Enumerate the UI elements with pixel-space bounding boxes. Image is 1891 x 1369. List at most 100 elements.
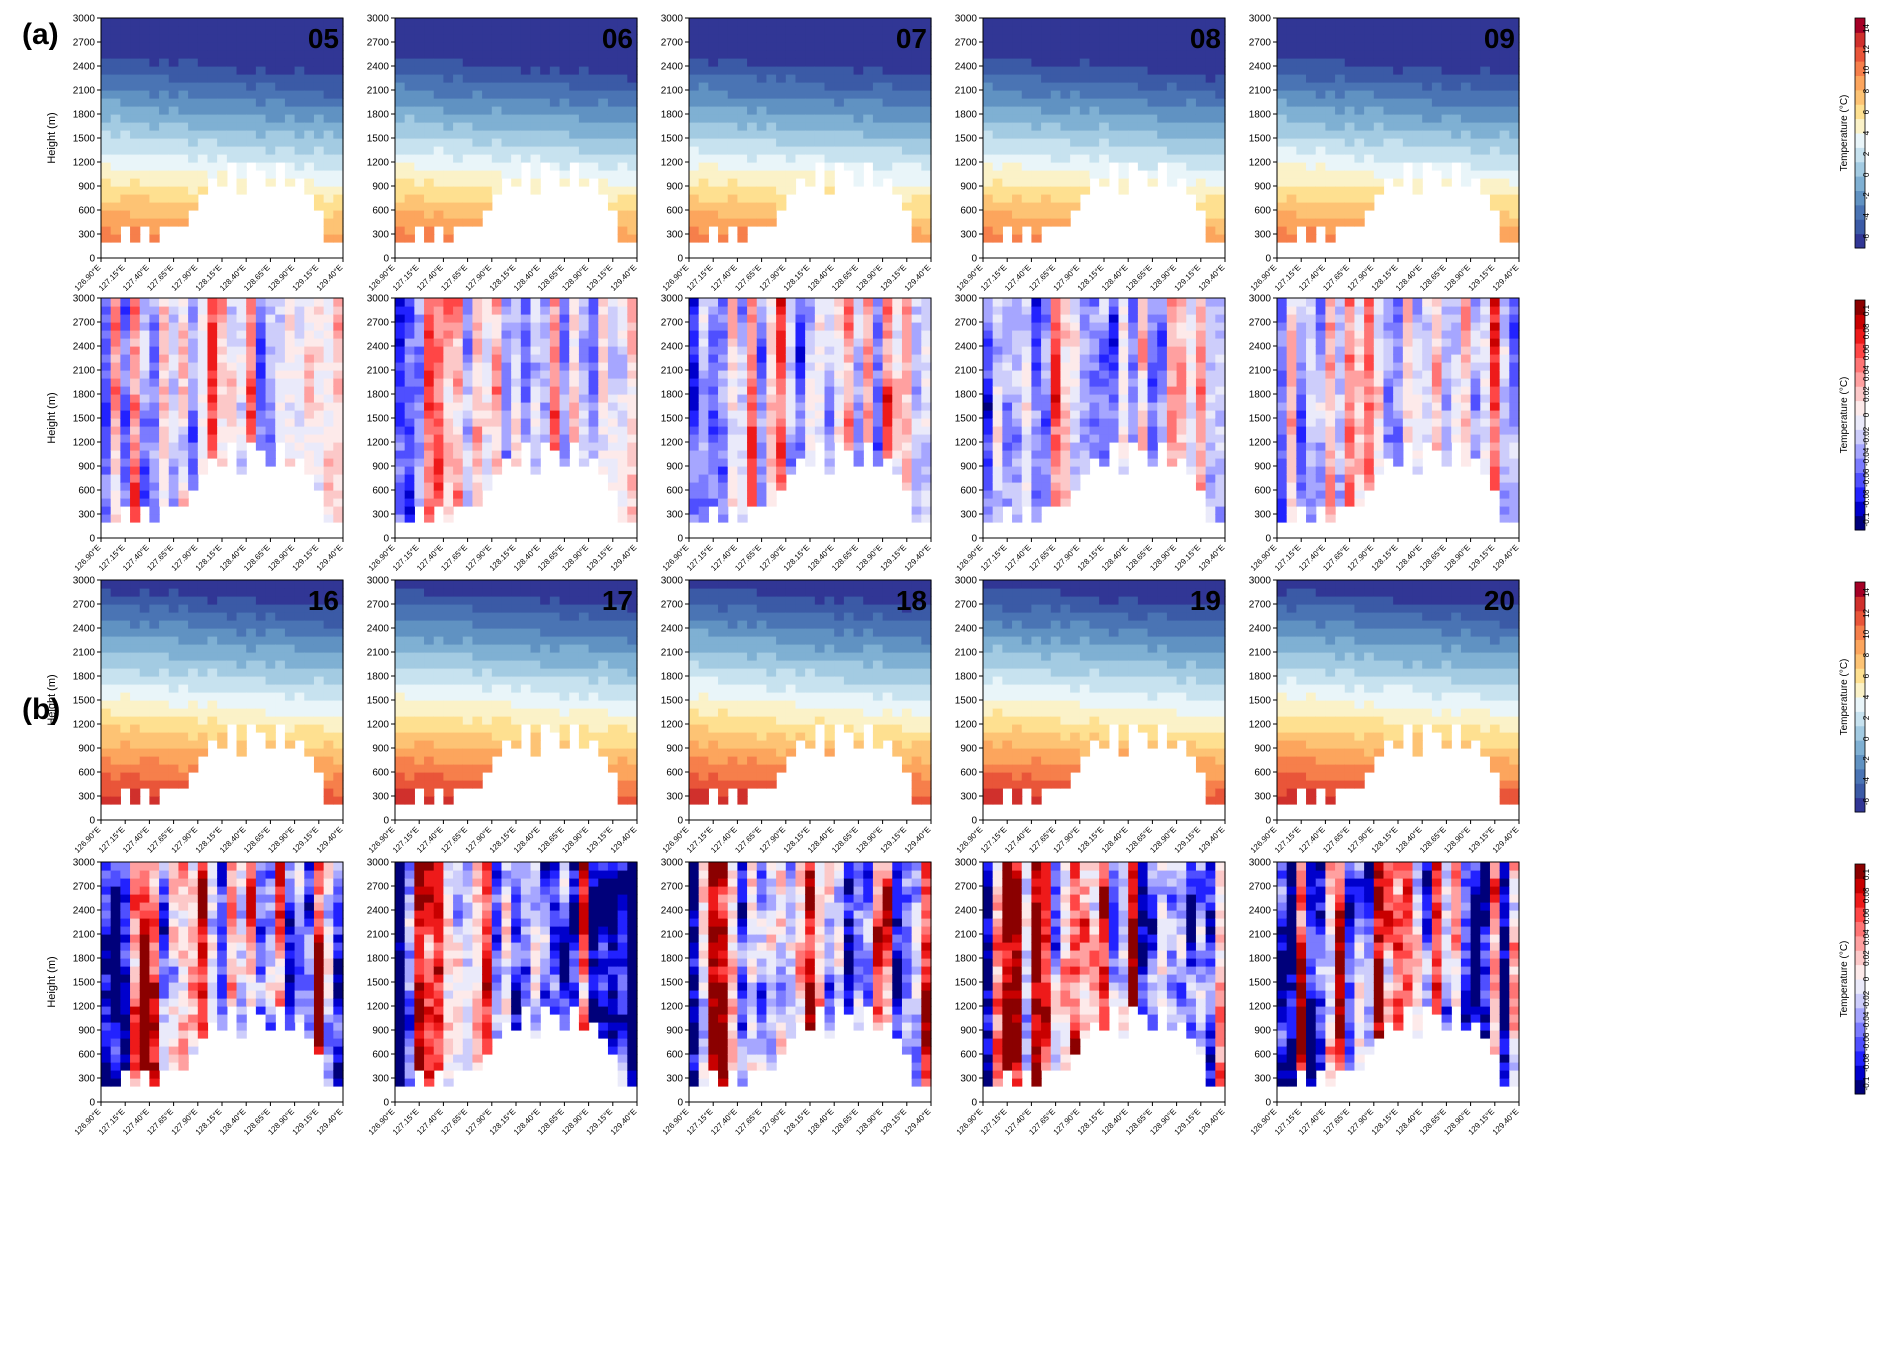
heatmap-cell xyxy=(110,226,121,235)
heatmap-cell xyxy=(178,130,189,139)
heatmap-cell xyxy=(226,418,238,427)
heatmap-cell xyxy=(727,378,738,387)
heatmap-cell xyxy=(443,378,454,387)
heatmap-cell xyxy=(304,386,315,395)
heatmap-cell xyxy=(120,298,131,307)
heatmap-cell xyxy=(139,314,150,323)
heatmap-cell xyxy=(207,322,218,331)
heatmap-cell xyxy=(814,418,826,427)
heatmap-cell xyxy=(853,162,864,171)
heatmap-cell xyxy=(1431,82,1443,91)
y-tick-label: 300 xyxy=(960,230,977,241)
heatmap-cell xyxy=(569,138,580,147)
heatmap-cell xyxy=(747,418,758,427)
heatmap-cell xyxy=(1002,162,1013,171)
heatmap-cell xyxy=(120,386,131,395)
heatmap-cell xyxy=(617,186,628,195)
heatmap-cell xyxy=(1002,42,1013,51)
heatmap-cell xyxy=(1286,82,1297,91)
heatmap-cell xyxy=(159,426,170,435)
heatmap-cell xyxy=(901,98,913,107)
heatmap-cell xyxy=(892,362,903,371)
heatmap-cell xyxy=(1509,122,1520,131)
heatmap-cell xyxy=(284,162,296,171)
heatmap-cell xyxy=(708,210,719,219)
heatmap-cell xyxy=(843,90,855,99)
heatmap-cell xyxy=(433,162,444,171)
heatmap-cell xyxy=(101,58,112,67)
heatmap-cell xyxy=(226,330,238,339)
heatmap-cell xyxy=(284,26,296,35)
heatmap-cell xyxy=(983,138,994,147)
heatmap-cell xyxy=(226,138,238,147)
heatmap-cell xyxy=(569,426,580,435)
heatmap-cell xyxy=(689,306,700,315)
heatmap-cell xyxy=(785,34,797,43)
heatmap-cell xyxy=(617,98,628,107)
heatmap-cell xyxy=(168,354,180,363)
heatmap-cell xyxy=(424,114,435,123)
heatmap-cell xyxy=(1128,50,1139,59)
heatmap-cell xyxy=(627,74,638,83)
heatmap-cell xyxy=(304,58,315,67)
heatmap-cell xyxy=(236,138,247,147)
heatmap-cell xyxy=(1431,146,1443,155)
chart-panel: 0300600900120015001800210024002700300012… xyxy=(46,294,344,573)
heatmap-cell xyxy=(511,130,522,139)
heatmap-cell xyxy=(275,130,286,139)
heatmap-cell xyxy=(1373,146,1385,155)
heatmap-cell xyxy=(453,442,464,451)
heatmap-cell xyxy=(901,426,913,435)
heatmap-cell xyxy=(246,58,257,67)
heatmap-cell xyxy=(718,90,729,99)
heatmap-cell xyxy=(1470,130,1481,139)
heatmap-cell xyxy=(776,394,787,403)
heatmap-cell xyxy=(275,338,286,347)
heatmap-cell xyxy=(1315,82,1326,91)
heatmap-cell xyxy=(1147,106,1158,115)
heatmap-cell xyxy=(482,346,493,355)
heatmap-cell xyxy=(178,362,189,371)
heatmap-cell xyxy=(1060,82,1071,91)
y-tick-label: 1500 xyxy=(661,134,684,145)
heatmap-cell xyxy=(1147,58,1158,67)
heatmap-cell xyxy=(1195,114,1207,123)
heatmap-cell xyxy=(1509,74,1520,83)
heatmap-cell xyxy=(776,194,787,203)
heatmap-cell xyxy=(1296,90,1307,99)
heatmap-cell xyxy=(1099,58,1110,67)
heatmap-cell xyxy=(1012,18,1023,27)
heatmap-cell xyxy=(139,154,150,163)
heatmap-cell xyxy=(785,434,797,443)
heatmap-cell xyxy=(159,402,170,411)
heatmap-cell xyxy=(737,162,748,171)
heatmap-cell xyxy=(1215,82,1226,91)
heatmap-cell xyxy=(404,82,415,91)
heatmap-cell xyxy=(1393,18,1404,27)
heatmap-cell xyxy=(520,146,532,155)
heatmap-cell xyxy=(863,298,874,307)
heatmap-cell xyxy=(718,210,729,219)
heatmap-cell xyxy=(246,50,257,59)
heatmap-cell xyxy=(1412,162,1423,171)
heatmap-cell xyxy=(747,106,758,115)
heatmap-cell xyxy=(607,330,619,339)
heatmap-cell xyxy=(853,66,864,75)
heatmap-cell xyxy=(395,122,406,131)
heatmap-cell xyxy=(443,458,454,467)
heatmap-cell xyxy=(1166,18,1178,27)
heatmap-cell xyxy=(120,346,131,355)
heatmap-cell xyxy=(578,130,590,139)
heatmap-cell xyxy=(1306,58,1317,67)
heatmap-cell xyxy=(101,434,112,443)
heatmap-cell xyxy=(708,378,719,387)
heatmap-cell xyxy=(627,338,638,347)
heatmap-cell xyxy=(414,410,425,419)
heatmap-cell xyxy=(1412,74,1423,83)
heatmap-cell xyxy=(1031,138,1042,147)
heatmap-cell xyxy=(168,322,180,331)
heatmap-cell xyxy=(226,378,238,387)
heatmap-cell xyxy=(607,306,619,315)
heatmap-cell xyxy=(901,58,913,67)
heatmap-cell xyxy=(1012,210,1023,219)
